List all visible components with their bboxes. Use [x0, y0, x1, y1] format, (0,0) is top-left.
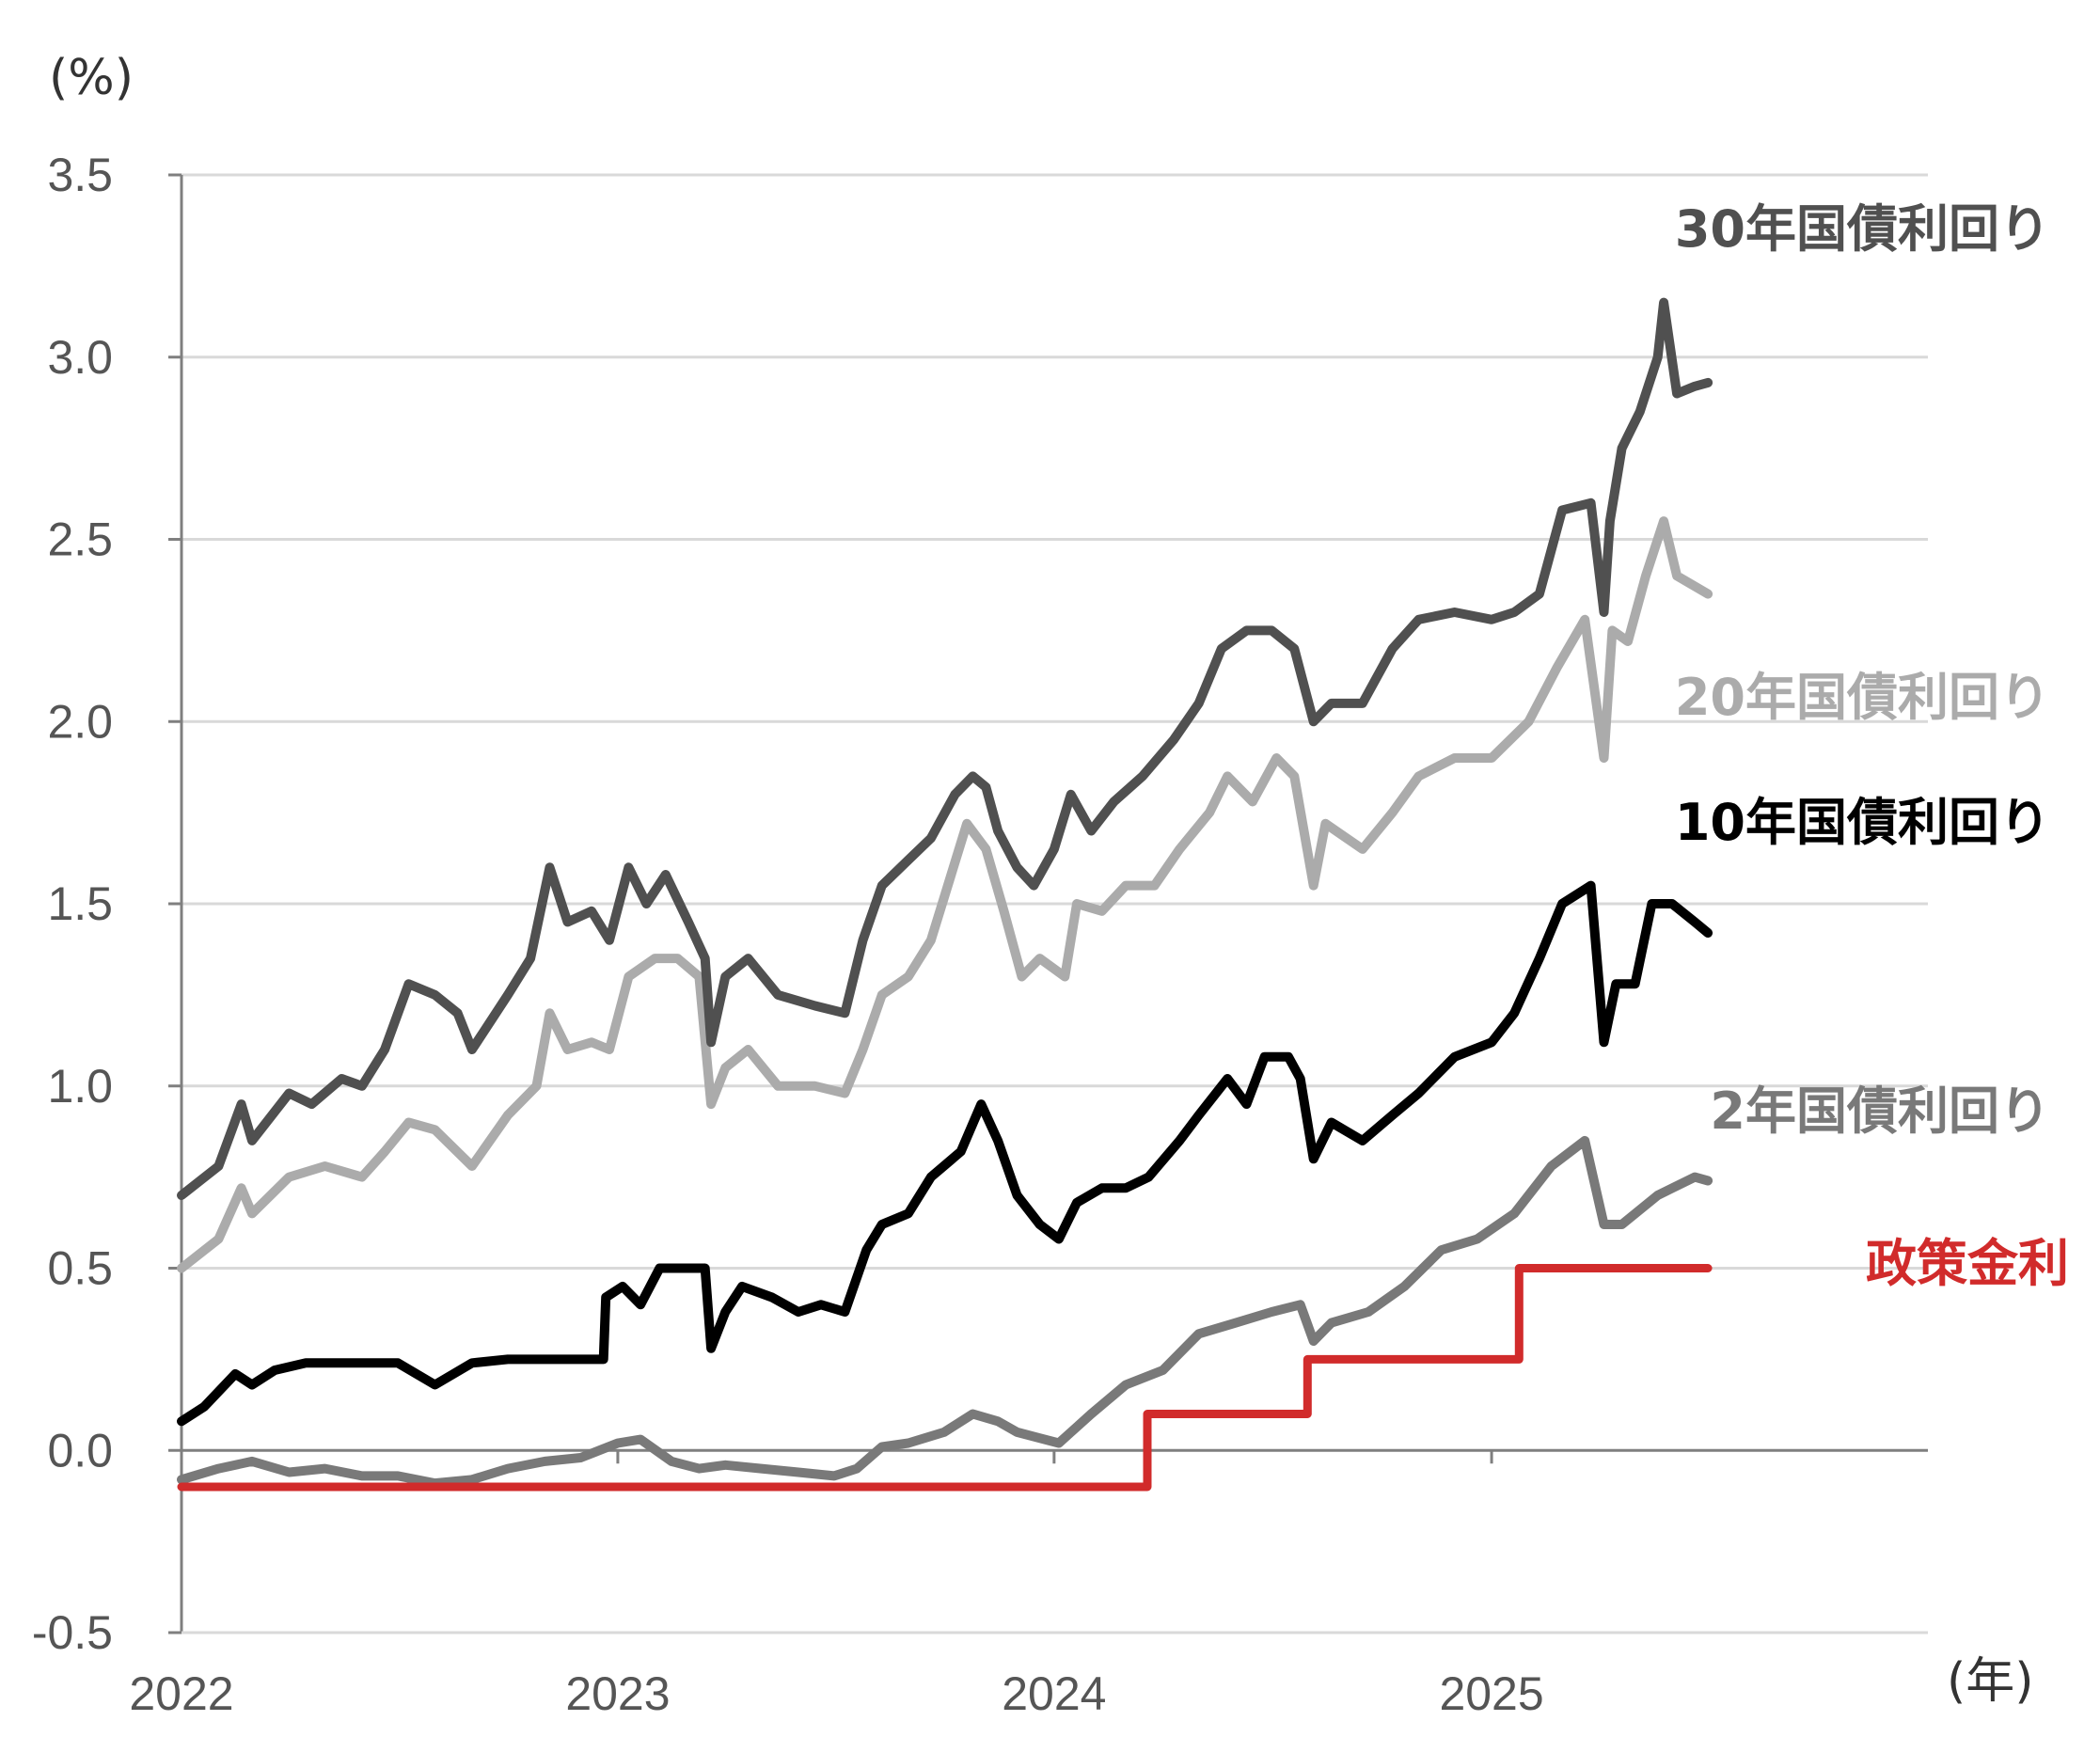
y-tick-labels: -0.5 0.0 0.5 1.0 1.5 2.0 2.5 3.0 3.5	[32, 149, 113, 1659]
series-line	[177, 1135, 1713, 1489]
axes	[168, 173, 1928, 1634]
series-lines	[177, 297, 1713, 1492]
y-tick-label: 0.0	[47, 1424, 113, 1476]
series-line	[177, 516, 1713, 1273]
series-line	[177, 1264, 1713, 1492]
y-tick-label: 1.0	[47, 1060, 113, 1113]
y-axis-unit: (%)	[49, 50, 134, 106]
y-tick-label: 0.5	[47, 1242, 113, 1295]
series-label: 30年国債利回り	[1675, 199, 2050, 259]
y-tick-label: -0.5	[32, 1606, 113, 1659]
y-tick-label: 3.0	[47, 331, 113, 384]
series-label: 10年国債利回り	[1675, 793, 2050, 852]
x-tick-label: 2022	[129, 1667, 233, 1720]
x-tick-label: 2023	[565, 1667, 670, 1720]
x-tick-label: 2025	[1439, 1667, 1543, 1720]
y-tick-label: 2.0	[47, 695, 113, 748]
y-tick-label: 1.5	[47, 877, 113, 930]
x-axis-unit: (年)	[1947, 1653, 2034, 1710]
x-tick-label: 2024	[1002, 1667, 1106, 1720]
series-line	[177, 880, 1713, 1427]
y-tick-label: 3.5	[47, 149, 113, 201]
series-label: 2年国債利回り	[1710, 1082, 2050, 1141]
series-label: 20年国債利回り	[1675, 668, 2050, 727]
series-line	[177, 297, 1713, 1200]
series-label: 政策金利	[1866, 1234, 2069, 1293]
x-tick-labels: 2022 2023 2024 2025	[129, 1667, 1543, 1720]
y-tick-label: 2.5	[47, 513, 113, 566]
gridlines	[182, 173, 1928, 1270]
